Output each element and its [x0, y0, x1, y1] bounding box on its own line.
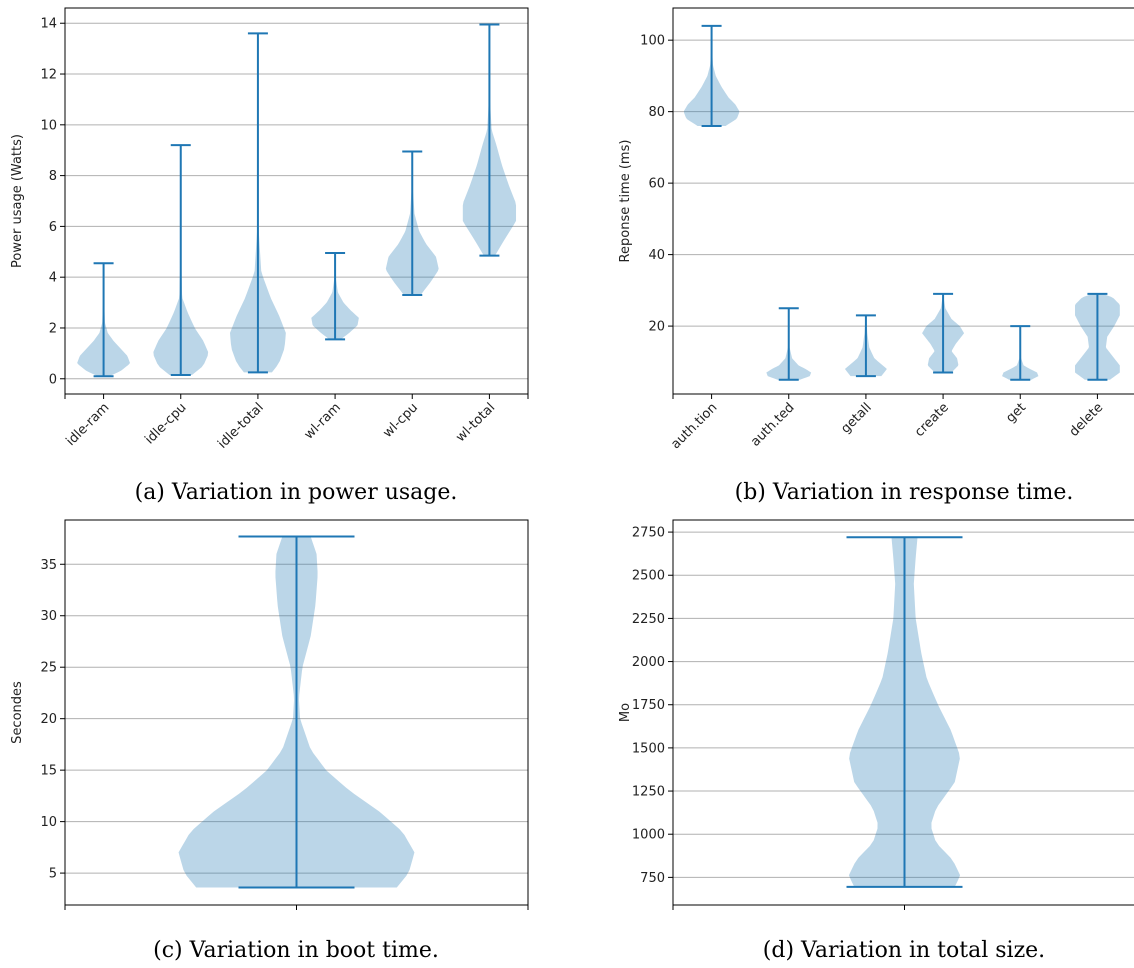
- y-axis-label: Mo: [618, 703, 633, 722]
- y-tick-label: 20: [648, 320, 665, 335]
- y-tick-label: 15: [40, 764, 57, 779]
- y-tick-label: 6: [49, 220, 57, 235]
- x-tick-label: auth.tion: [668, 400, 720, 452]
- y-tick-label: 4: [49, 271, 57, 286]
- x-tick-label: wl-ram: [302, 400, 344, 442]
- y-tick-label: 8: [49, 169, 57, 184]
- panel-response-time: 20 40 60 80 100 auth.tion auth.ted getall create…: [618, 7, 1134, 505]
- y-tick-label: 25: [40, 661, 57, 676]
- y-tick-label: 2750: [632, 526, 665, 541]
- y-tick-label: 80: [648, 105, 665, 120]
- y-tick-label: 60: [648, 177, 665, 192]
- y-tick-label: 100: [640, 34, 665, 49]
- plot-frame: [672, 7, 1134, 395]
- panel-power-usage: 0 2 4 6 8 10 12 14 idle-ram idle-cpu idle-total wl-…: [10, 7, 529, 505]
- x-tick-label: idle-total: [215, 400, 267, 452]
- y-tick-label: 14: [40, 17, 57, 32]
- y-axis-label: Power usage (Watts): [10, 134, 25, 268]
- y-axis-label: Secondes: [10, 681, 25, 744]
- y-tick-label: 10: [40, 815, 57, 830]
- y-tick-label: 2: [49, 321, 57, 336]
- x-tick-label: wl-total: [453, 400, 498, 445]
- y-tick-label: 35: [40, 558, 57, 573]
- y-tick-label: 1500: [632, 741, 665, 756]
- figure-caption: (c) Variation in boot time.: [153, 938, 439, 963]
- y-tick-label: 2000: [632, 655, 665, 670]
- figure-caption: (b) Variation in response time.: [735, 480, 1074, 505]
- x-tick-label: wl-cpu: [380, 400, 421, 441]
- y-tick-label: 5: [49, 867, 57, 882]
- y-tick-label: 2250: [632, 612, 665, 627]
- y-tick-label: 40: [648, 248, 665, 263]
- panel-boot-time: 5 10 15 20 25 30 35 Secondes (c) Variation in bo…: [10, 519, 529, 963]
- x-tick-label: get: [1003, 400, 1029, 426]
- y-tick-label: 10: [40, 118, 57, 133]
- y-tick-label: 12: [40, 68, 57, 83]
- x-tick-label: create: [912, 400, 952, 440]
- plot-frame: [64, 7, 529, 395]
- x-tick-label: delete: [1067, 400, 1107, 440]
- figure-caption: (d) Variation in total size.: [763, 938, 1045, 963]
- y-tick-label: 1750: [632, 698, 665, 713]
- x-tick-label: idle-ram: [64, 400, 113, 449]
- x-tick-label: getall: [838, 400, 874, 436]
- y-tick-label: 0: [49, 372, 57, 387]
- y-tick-label: 2500: [632, 569, 665, 584]
- y-axis-label: Reponse time (ms): [618, 140, 633, 263]
- y-tick-label: 1250: [632, 785, 665, 800]
- x-tick-label: idle-cpu: [142, 400, 189, 447]
- panel-total-size: 750 1000 1250 1500 1750 2000 2250 2500 2750 Mo (d)…: [618, 519, 1134, 963]
- x-tick-label: auth.ted: [748, 400, 798, 450]
- y-tick-label: 750: [640, 871, 665, 886]
- y-tick-label: 30: [40, 609, 57, 624]
- figure-caption: (a) Variation in power usage.: [135, 480, 458, 505]
- y-tick-label: 20: [40, 712, 57, 727]
- y-tick-label: 1000: [632, 828, 665, 843]
